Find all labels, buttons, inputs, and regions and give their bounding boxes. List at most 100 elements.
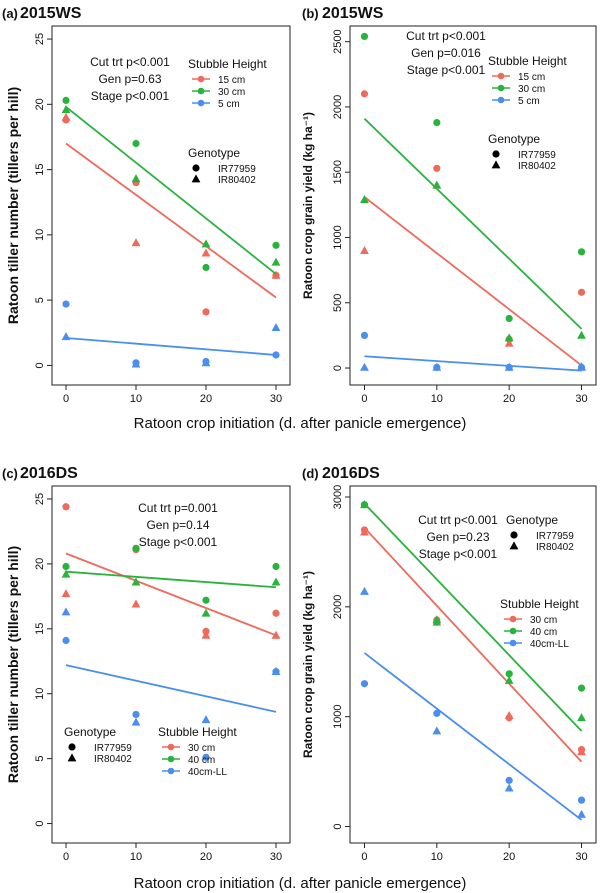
data-point-ir77959 <box>577 288 586 296</box>
fit-line <box>65 570 277 589</box>
stat-text: Gen p=0.016 <box>411 46 481 60</box>
x-tick-label: 10 <box>130 851 142 863</box>
stat-text: Gen p=0.14 <box>146 518 209 532</box>
y-axis-label: Ratoon tiller number (tillers per hill) <box>5 546 21 783</box>
y-tick-label: 5 <box>34 297 46 303</box>
data-point-ir80402 <box>504 362 514 371</box>
data-point-ir80402 <box>432 726 442 735</box>
data-point-ir80402 <box>271 257 281 266</box>
data-point-ir80402 <box>61 569 71 578</box>
legend-marker <box>497 72 505 80</box>
legend-title: Stubble Height <box>188 57 267 71</box>
data-point-ir80402 <box>271 667 281 676</box>
data-point-ir77959 <box>505 670 513 678</box>
legend-marker <box>167 743 175 751</box>
legend-label: 30 cm <box>188 743 215 754</box>
data-point-ir77959 <box>62 96 70 105</box>
data-point-ir80402 <box>360 527 369 536</box>
data-point-ir80402 <box>201 358 211 367</box>
data-point-ir80402 <box>432 615 442 624</box>
data-point-ir80402 <box>504 783 514 792</box>
data-point-ir80402 <box>271 322 281 331</box>
genotype-label: IR77959 <box>518 150 556 161</box>
data-point-ir80402 <box>61 332 71 341</box>
legend-marker <box>497 96 505 104</box>
legend-title: Genotype <box>488 132 540 146</box>
data-point-ir80402 <box>131 174 141 183</box>
panel-letter: (a) <box>2 6 18 21</box>
data-point-ir77959 <box>202 263 210 272</box>
data-point-ir80402 <box>271 577 281 586</box>
stat-text: Stage p<0.001 <box>419 547 498 561</box>
y-tick-label: 3000 <box>332 485 344 509</box>
y-tick-label: 0 <box>34 820 46 826</box>
data-point-ir80402 <box>61 607 71 616</box>
y-tick-label: 10 <box>34 688 46 700</box>
data-point-ir77959 <box>360 90 369 98</box>
y-tick-label: 0 <box>332 365 344 371</box>
legend-marker <box>197 99 205 107</box>
fit-line <box>65 337 277 356</box>
legend-marker <box>197 75 205 83</box>
legend-title: Genotype <box>64 725 116 739</box>
fit-line <box>363 652 583 821</box>
panel-title: 2016DS <box>322 465 380 482</box>
x-tick-label: 0 <box>63 851 69 863</box>
legend-marker <box>167 755 175 763</box>
data-point-ir80402 <box>61 104 71 113</box>
data-point-ir80402 <box>271 630 281 639</box>
y-tick-label: 15 <box>34 623 46 635</box>
legend-title: Genotype <box>188 146 240 160</box>
x-axis-label-bottom: Ratoon crop initiation (d. after panicle… <box>134 875 467 892</box>
data-point-ir77959 <box>577 248 586 256</box>
y-tick-label: 20 <box>34 558 46 570</box>
data-point-ir77959 <box>360 680 369 688</box>
legend-title: Stubble Height <box>158 725 237 739</box>
series-40-cm <box>61 544 281 617</box>
data-point-ir80402 <box>201 608 211 617</box>
x-axis-label-top: Ratoon crop initiation (d. after panicle… <box>134 415 467 432</box>
data-point-ir80402 <box>432 362 442 371</box>
x-tick-label: 0 <box>63 393 69 405</box>
data-point-ir80402 <box>131 577 141 586</box>
data-point-ir80402 <box>131 599 141 608</box>
panel-title: 2015WS <box>322 5 384 22</box>
series-30-cm <box>61 503 281 639</box>
fit-line <box>364 355 582 372</box>
data-point-ir80402 <box>577 747 586 756</box>
genotype-marker-triangle <box>509 541 519 550</box>
series-30-cm <box>360 32 586 342</box>
legend-marker <box>167 767 175 775</box>
stat-text: Cut trt p<0.001 <box>90 55 170 69</box>
stat-text: Cut trt p<0.001 <box>418 513 498 527</box>
legend-title: Stubble Height <box>488 54 567 68</box>
x-tick-label: 20 <box>503 393 515 405</box>
data-point-ir77959 <box>202 596 210 604</box>
data-point-ir77959 <box>132 139 140 148</box>
data-point-ir80402 <box>504 675 514 684</box>
genotype-marker-circle <box>492 150 500 158</box>
data-point-ir77959 <box>62 636 70 645</box>
legend-marker <box>497 84 505 92</box>
data-point-ir80402 <box>131 717 141 726</box>
genotype-label: IR77959 <box>218 164 256 175</box>
y-tick-label: 2500 <box>332 29 344 53</box>
panel-letter: (b) <box>302 6 319 21</box>
y-tick-label: 2000 <box>332 95 344 119</box>
panel-letter: (d) <box>302 466 319 481</box>
stat-text: Cut trt p=0.001 <box>138 501 218 515</box>
genotype-label: IR80402 <box>218 175 256 186</box>
panel-c: (c) 2016DS 0 10 20 30 0 5 10 15 20 25 Ratoon tiller … <box>2 465 291 863</box>
data-point-ir80402 <box>577 809 586 818</box>
data-point-ir77959 <box>132 544 140 552</box>
data-point-ir77959 <box>202 753 210 761</box>
data-point-ir80402 <box>360 586 369 595</box>
data-point-ir80402 <box>504 338 514 347</box>
legend-marker <box>509 627 517 635</box>
fit-line <box>65 664 277 713</box>
data-point-ir80402 <box>271 270 281 279</box>
